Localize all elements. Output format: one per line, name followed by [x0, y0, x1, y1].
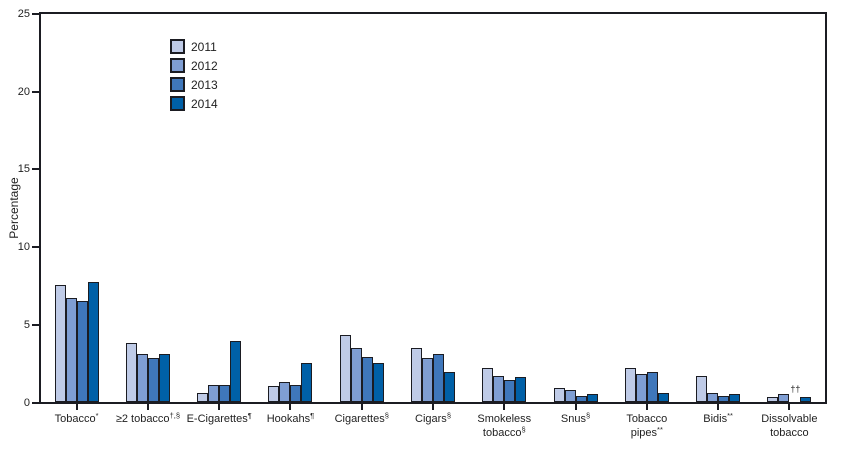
bar-2012-tobacco — [65, 298, 77, 402]
category-label: Cigarettes§ — [334, 411, 389, 425]
x-tick-mark — [645, 403, 648, 410]
legend-item: 2013 — [170, 75, 218, 94]
category-label: Tobacco* — [54, 411, 99, 425]
bar-2013-tobacco-pipes — [646, 372, 658, 402]
bar-2013-cigars — [433, 354, 444, 402]
bar-2011-2tobacco — [125, 343, 137, 402]
legend-swatch-2012 — [170, 58, 185, 73]
y-tick-label: 10 — [17, 241, 30, 254]
category-label: Bidis** — [703, 411, 733, 425]
y-tick-label: 0 — [23, 397, 30, 409]
bar-2011-bidis — [696, 376, 708, 402]
bar-2014-tobacco-pipes — [657, 393, 669, 402]
category-label: Smokeless tobacco§ — [477, 413, 532, 439]
bar-2012-hookahs — [279, 382, 291, 402]
category-label: ≥2 tobacco†,§ — [115, 411, 180, 425]
bar-2014-bidis — [729, 394, 741, 402]
y-tick-mark — [32, 324, 39, 327]
bar-2011-hookahs — [268, 386, 280, 402]
bar-2014-dissolvable-tobacco — [800, 397, 812, 402]
bar-2012-snus — [564, 390, 576, 402]
y-tick-mark — [32, 246, 39, 249]
missing-data-marker: †† — [790, 384, 801, 394]
category-label: Hookahs¶ — [266, 411, 315, 425]
bar-2013-tobacco — [76, 301, 88, 402]
bar-2012-cigars — [422, 358, 433, 402]
bar-2011-snus — [553, 388, 565, 402]
x-tick-mark — [788, 403, 791, 410]
legend-label-2013: 2013 — [191, 77, 218, 92]
bar-2012-bidis — [707, 393, 719, 402]
y-tick-label: 25 — [17, 7, 30, 20]
y-tick-mark — [32, 402, 39, 404]
bar-2014-cigars — [444, 372, 455, 402]
bar-2011-tobacco — [54, 285, 66, 402]
plot-area — [39, 12, 827, 404]
bar-2013-2tobacco — [147, 358, 159, 402]
bar-2014-tobacco — [87, 282, 99, 402]
bar-2013-cigarettes — [361, 357, 373, 402]
bar-2012-2tobacco — [136, 354, 148, 402]
category-label: Dissolvable tobacco — [761, 413, 818, 439]
category-label: Snus§ — [560, 411, 591, 425]
bar-2013-snus — [575, 396, 587, 402]
x-tick-mark — [574, 403, 577, 410]
bar-2013-e-cigarettes — [219, 385, 231, 402]
bar-2014-hookahs — [301, 363, 313, 402]
x-tick-mark — [717, 403, 720, 410]
y-tick-label: 20 — [17, 85, 30, 98]
legend-swatch-2014 — [170, 96, 185, 111]
bar-2011-cigarettes — [339, 335, 351, 402]
legend-label-2012: 2012 — [191, 58, 218, 73]
y-tick-label: 15 — [17, 163, 30, 176]
category-label: Tobacco pipes** — [626, 413, 668, 439]
bar-2012-dissolvable-tobacco — [778, 394, 790, 402]
bar-2011-smokeless-tobacco — [482, 368, 494, 402]
legend-swatch-2013 — [170, 77, 185, 92]
category-label: Cigars§ — [415, 411, 451, 425]
bar-2014-smokeless-tobacco — [515, 377, 527, 402]
legend-label-2011: 2011 — [191, 39, 217, 54]
bar-2013-bidis — [718, 396, 730, 402]
legend-label-2014: 2014 — [191, 96, 218, 111]
bar-2012-tobacco-pipes — [635, 374, 647, 402]
category-label: E-Cigarettes¶ — [186, 411, 252, 425]
bar-2011-cigars — [411, 348, 422, 402]
bar-2012-e-cigarettes — [208, 385, 220, 402]
bar-2011-tobacco-pipes — [624, 368, 636, 402]
legend-item: 2012 — [170, 56, 218, 75]
y-tick-mark — [32, 168, 39, 171]
bar-2012-cigarettes — [350, 348, 362, 402]
bar-2013-smokeless-tobacco — [504, 380, 516, 402]
x-tick-mark — [289, 403, 292, 410]
y-tick-label: 5 — [23, 319, 30, 332]
x-tick-mark — [360, 403, 363, 410]
x-tick-mark — [503, 403, 506, 410]
x-tick-mark — [75, 403, 78, 410]
bar-2014-2tobacco — [158, 354, 170, 402]
x-tick-mark — [146, 403, 149, 410]
bar-2012-smokeless-tobacco — [493, 376, 505, 402]
x-tick-mark — [432, 403, 434, 410]
bar-2014-e-cigarettes — [230, 341, 242, 402]
x-tick-mark — [218, 403, 221, 410]
y-tick-mark — [32, 90, 39, 93]
bar-2011-e-cigarettes — [197, 393, 209, 402]
legend-swatch-2011 — [170, 39, 185, 54]
legend-item: 2011 — [170, 37, 218, 56]
bar-2014-cigarettes — [372, 363, 384, 402]
legend: 2011 2012 2013 2014 — [170, 37, 218, 113]
legend-item: 2014 — [170, 94, 218, 113]
bar-2011-dissolvable-tobacco — [767, 397, 779, 402]
bar-2014-snus — [586, 394, 598, 402]
y-tick-mark — [32, 12, 39, 15]
bar-2013-hookahs — [290, 385, 302, 402]
